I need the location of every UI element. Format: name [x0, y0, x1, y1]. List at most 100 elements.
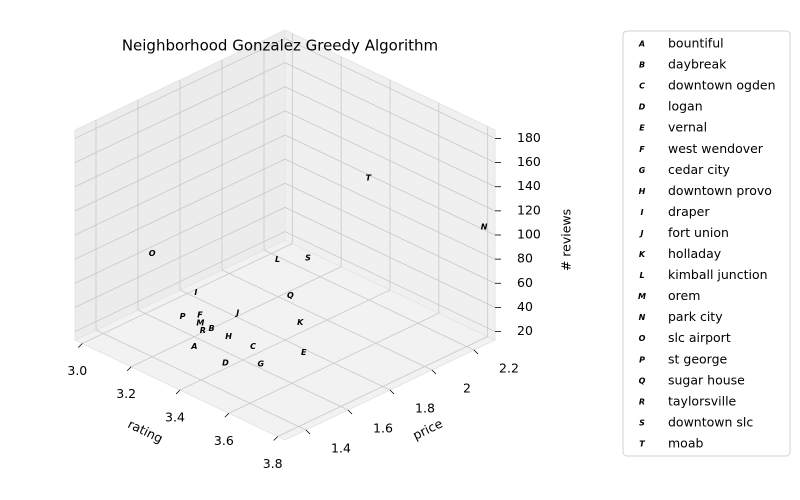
- point: N: [481, 222, 488, 231]
- tick-mark: [389, 389, 395, 395]
- legend-label: daybreak: [668, 57, 727, 72]
- x-tick-label: 3.0: [67, 363, 87, 378]
- grid-line: [74, 182, 286, 284]
- point: O: [149, 249, 156, 258]
- legend-label: holladay: [668, 246, 722, 261]
- point: K: [297, 318, 304, 327]
- point: D: [222, 359, 229, 368]
- legend-label: cedar city: [668, 162, 731, 177]
- grid-line: [284, 207, 496, 308]
- z-tick-label: 20: [517, 323, 533, 338]
- grid-line: [74, 207, 286, 308]
- grid-line: [284, 110, 496, 212]
- tick-mark: [431, 369, 437, 375]
- grid-line: [284, 86, 496, 188]
- x-tick-label: 3.2: [116, 386, 136, 401]
- grid-line: [74, 38, 286, 139]
- grid-line: [284, 231, 496, 332]
- grid-line: [284, 134, 496, 236]
- tick-mark: [273, 436, 278, 441]
- z-tick-label: 120: [517, 202, 541, 217]
- z-tick-label: 160: [517, 154, 541, 169]
- legend-marker: T: [639, 439, 645, 448]
- point: Q: [287, 291, 294, 300]
- legend-marker: F: [639, 145, 645, 154]
- legend-label: draper: [668, 204, 710, 219]
- grid-line: [221, 269, 433, 371]
- legend-box: [622, 30, 791, 457]
- points: A B C D E F G H I J K L M N O P Q R S T: [149, 174, 488, 369]
- x-tick-label: 3.8: [263, 456, 283, 471]
- legend-marker: A: [638, 40, 645, 49]
- x-tick-label: 3.6: [214, 433, 234, 448]
- legend-label: west wendover: [668, 141, 764, 156]
- grid-line: [74, 158, 286, 260]
- legend-marker: B: [639, 61, 645, 70]
- legend-label: st george: [668, 351, 728, 366]
- grid-line: [74, 110, 286, 212]
- point: P: [180, 312, 186, 321]
- legend-marker: I: [641, 208, 644, 217]
- tick-mark: [126, 366, 132, 372]
- z-tick-label: 100: [517, 227, 541, 242]
- y-tick-label: 2.2: [499, 361, 519, 376]
- legend-label: downtown provo: [668, 183, 772, 198]
- tick-mark: [347, 409, 353, 415]
- grid-line: [284, 158, 496, 260]
- legend-marker: M: [638, 292, 646, 301]
- z-tick-label: 180: [517, 130, 541, 145]
- grid-line: [179, 289, 391, 391]
- z-tick-label: 40: [517, 299, 533, 314]
- grid-line: [263, 249, 475, 351]
- legend-marker: L: [639, 271, 644, 280]
- legend-marker: G: [639, 166, 646, 175]
- z-tick-label: 140: [517, 178, 541, 193]
- legend-marker: H: [639, 187, 646, 196]
- legend-label: orem: [668, 288, 700, 303]
- y-tick-label: 2: [463, 381, 471, 396]
- y-tick-label: 1.6: [373, 421, 393, 436]
- tick-mark: [224, 412, 230, 418]
- grid: [74, 33, 496, 437]
- point: T: [366, 174, 372, 183]
- legend-marker: N: [639, 313, 646, 322]
- x-tick-label: 3.4: [165, 410, 185, 425]
- x-axis-label: rating: [126, 416, 166, 446]
- legend-marker: Q: [639, 376, 646, 385]
- point: E: [301, 348, 307, 357]
- point: A: [190, 342, 197, 351]
- point: M: [196, 319, 204, 328]
- point: G: [257, 360, 264, 369]
- legend-marker: D: [639, 103, 646, 112]
- legend-label: kimball junction: [668, 267, 768, 282]
- legend-label: vernal: [668, 120, 707, 135]
- point: S: [305, 253, 311, 262]
- point: I: [194, 288, 197, 297]
- legend-label: bountiful: [668, 36, 724, 51]
- point: R: [200, 326, 206, 335]
- grid-line: [284, 182, 496, 284]
- legend-marker: J: [639, 229, 644, 238]
- point: C: [250, 342, 256, 351]
- legend-marker: P: [639, 355, 645, 364]
- tick-mark: [78, 343, 83, 348]
- ticks: 3.0 3.2 3.4 3.6 3.8 1.4 1.6 1.8 2 2.2 20 40 60 80 100 1…: [67, 130, 541, 471]
- legend-marker: C: [639, 82, 645, 91]
- point: B: [208, 324, 214, 333]
- point: L: [275, 255, 280, 264]
- legend-label: sugar house: [668, 372, 745, 387]
- legend-label: park city: [668, 309, 723, 324]
- legend-marker: K: [639, 250, 646, 259]
- legend-marker: R: [639, 397, 645, 406]
- grid-line: [74, 134, 286, 236]
- z-tick-label: 60: [517, 275, 533, 290]
- y-tick-label: 1.4: [331, 441, 351, 456]
- tick-mark: [175, 389, 181, 395]
- legend-label: moab: [668, 435, 703, 450]
- legend-label: fort union: [668, 225, 729, 240]
- legend-marker: E: [639, 124, 645, 133]
- grid-line: [95, 329, 307, 431]
- legend-marker: S: [639, 418, 645, 427]
